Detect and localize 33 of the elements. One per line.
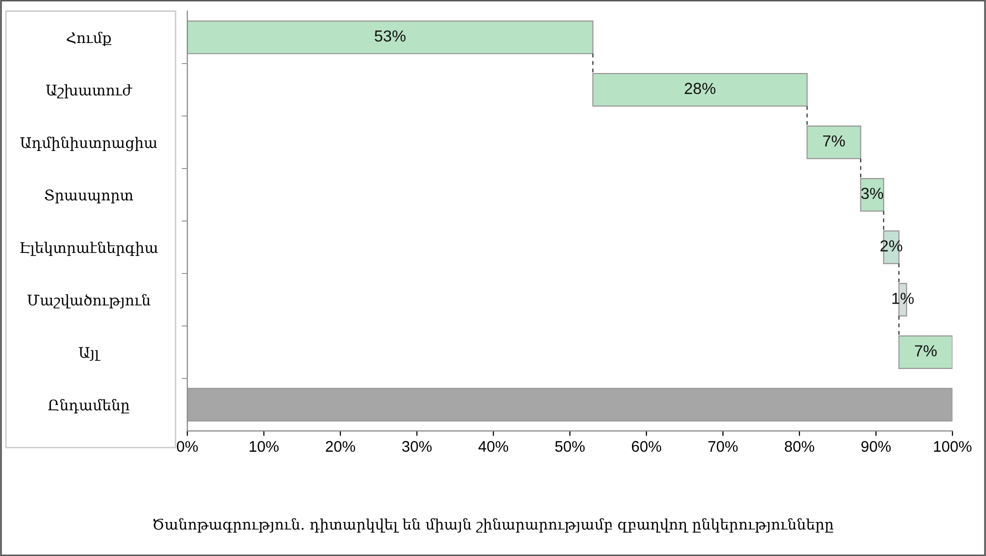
x-tick-label: 40%: [478, 441, 508, 452]
bar: [806, 125, 862, 160]
bar: [187, 388, 952, 422]
y-tick-label: Ընդամենը: [48, 399, 130, 414]
x-tick-label: 70%: [708, 441, 738, 452]
y-tick-label: Տրասպորտ: [44, 189, 134, 204]
x-tick-label: 10%: [250, 441, 279, 452]
x-tick-label: 50%: [555, 441, 585, 452]
x-tick-label: 20%: [326, 441, 356, 452]
data-label: 2%: [880, 240, 902, 252]
y-tick-label: Այլ: [78, 347, 100, 361]
data-label: 7%: [914, 345, 937, 356]
x-tick-label: 30%: [402, 441, 432, 452]
data-label: 7%: [823, 135, 845, 147]
data-label: 3%: [861, 188, 884, 200]
y-tick-label: Աշխատուժ: [46, 84, 132, 98]
x-tick-label: 100%: [934, 441, 972, 452]
data-label: 53%: [374, 30, 406, 42]
bar: [860, 178, 884, 212]
y-tick-label: Հումք: [66, 32, 112, 46]
x-tick-label: 60%: [632, 441, 662, 452]
bar: [187, 20, 594, 54]
y-tick-label: Մաշվածություն: [27, 294, 150, 308]
data-label: 28%: [684, 82, 716, 94]
data-label: 1%: [892, 292, 914, 304]
x-tick-label: 90%: [861, 441, 891, 452]
y-tick-label: Էլեկտրաէներգիա: [20, 242, 158, 256]
bar: [592, 73, 808, 107]
x-tick-label: 80%: [784, 441, 814, 452]
text: Ծանոթագրություն. դիտարկվել են միայն շինարարությամբ զբաղվող ընկերությունները: [154, 518, 834, 533]
x-tick-label: 0%: [176, 441, 198, 452]
y-tick-label: Ադմինիստրացիա: [20, 136, 158, 152]
bar: [898, 335, 952, 370]
